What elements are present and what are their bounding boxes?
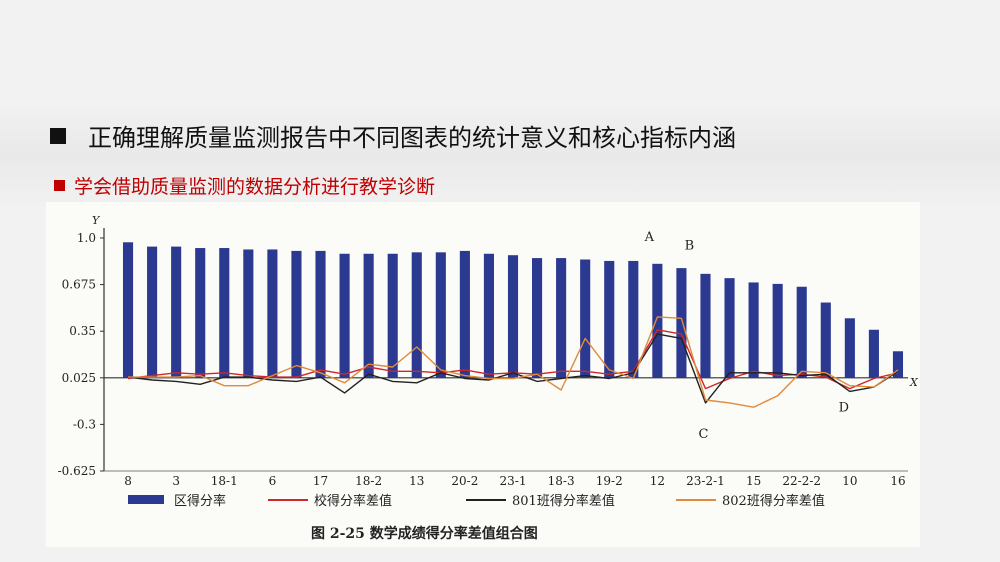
x-tick-label: 3: [172, 474, 180, 488]
bar: [219, 248, 230, 378]
legend-label: 802班得分率差值: [722, 493, 825, 509]
chart-title: 图 2-25 数学成绩得分率差值组合图: [311, 525, 538, 542]
bar: [676, 268, 687, 378]
bar: [892, 351, 904, 378]
bar: [339, 253, 350, 378]
black-square-bullet-icon: [50, 127, 66, 144]
legend-swatch-bar: [128, 495, 164, 504]
y-tick-label: 0.35: [69, 324, 96, 338]
bar: [868, 329, 879, 378]
legend-label: 区得分率: [174, 493, 226, 509]
bar: [796, 286, 807, 378]
bar: [700, 273, 711, 378]
x-tick-label: 10: [842, 474, 857, 488]
x-tick-label: 8: [124, 474, 132, 488]
bar: [652, 263, 663, 378]
legend-label: 校得分率差值: [314, 493, 392, 509]
legend-label: 801班得分率差值: [512, 493, 615, 509]
x-axis-label: X: [909, 376, 919, 389]
bar: [291, 250, 302, 378]
chart-labels: 8 3 18-1 6 17 18-2 13 20-2 23-1 18-3 19-2 12 23-2-1 1…: [124, 230, 905, 488]
x-tick-label: 18-2: [355, 474, 382, 488]
annotation-label: D: [839, 401, 849, 416]
x-tick-label: 23-1: [500, 474, 527, 488]
x-tick-label: 12: [650, 474, 665, 488]
bar: [628, 260, 639, 378]
x-tick-label: 13: [409, 474, 424, 488]
bar: [748, 282, 759, 378]
y-tick-label: 0.675: [62, 278, 96, 292]
class802-diff-line: [128, 316, 899, 408]
x-tick-label: 23-2-1: [686, 474, 725, 488]
slide-subheading: 学会借助质量监测的数据分析进行教学诊断: [54, 172, 435, 199]
y-tick-label: -0.625: [58, 464, 96, 478]
red-square-bullet-icon: [54, 180, 65, 191]
x-tick-label: 18-1: [211, 474, 238, 488]
x-tick-label: 16: [890, 474, 905, 488]
bar: [435, 252, 446, 378]
x-tick-label: 6: [269, 474, 277, 488]
line-series: [127, 316, 899, 408]
bar: [820, 302, 831, 378]
bar: [387, 253, 398, 378]
bar: [315, 250, 326, 378]
bar: [483, 253, 494, 378]
bar: [556, 258, 567, 378]
x-tick-label: 22-2-2: [782, 474, 821, 488]
slide-heading-text: 正确理解质量监测报告中不同图表的统计意义和核心指标内涵: [88, 124, 736, 152]
y-axis-label: Y: [92, 214, 101, 227]
y-tick-label: 0.025: [62, 371, 96, 385]
x-tick-label: 20-2: [451, 474, 478, 488]
bar: [604, 260, 615, 378]
annotation-label: A: [644, 230, 655, 245]
slide-subheading-text: 学会借助质量监测的数据分析进行教学诊断: [74, 176, 436, 198]
x-tick-label: 18-3: [548, 474, 575, 488]
slide-heading: 正确理解质量监测报告中不同图表的统计意义和核心指标内涵: [50, 118, 736, 153]
bar: [532, 258, 543, 378]
chart-legend: 区得分率 校得分率差值 801班得分率差值 802班得分率差值: [128, 493, 825, 509]
bar: [267, 249, 278, 378]
bar: [122, 242, 134, 378]
x-tick-label: 15: [746, 474, 761, 488]
chart-photo: 1.0 0.675 0.35 0.025 -0.3 -0.625 Y X 8 3 18-1 6 17 1…: [46, 202, 920, 547]
y-tick-label: -0.3: [73, 417, 96, 431]
bar: [724, 278, 735, 378]
x-tick-label: 17: [313, 474, 328, 488]
bar: [363, 253, 374, 378]
y-tick-label: 1.0: [77, 231, 96, 245]
bar: [243, 249, 254, 378]
class801-diff-line: [127, 333, 899, 404]
bar-series: [122, 242, 904, 378]
bar: [195, 248, 206, 378]
annotation-label: B: [685, 238, 695, 253]
bar: [171, 246, 182, 378]
bar: [580, 259, 591, 378]
bar: [844, 318, 855, 378]
chart-axes: 1.0 0.675 0.35 0.025 -0.3 -0.625 Y X: [58, 214, 919, 478]
bar: [147, 246, 158, 378]
bar: [772, 283, 783, 378]
x-tick-label: 19-2: [596, 474, 623, 488]
annotation-label: C: [699, 427, 709, 442]
bar: [507, 255, 519, 378]
bar: [459, 250, 470, 378]
header-background-band: [0, 100, 1000, 210]
bar: [411, 252, 422, 378]
